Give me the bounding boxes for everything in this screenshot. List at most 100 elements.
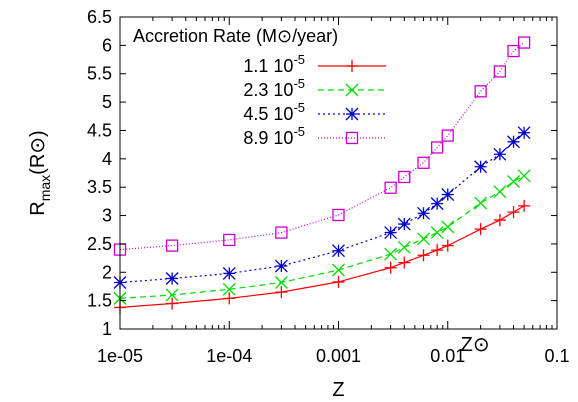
series-4 <box>113 36 531 256</box>
legend-label-exponent: -5 <box>293 100 305 115</box>
y-axis-title-unit: (R⊙) <box>27 130 49 175</box>
data-point <box>430 226 444 240</box>
data-point <box>417 232 430 246</box>
legend-label: 4.5 10-5 <box>243 100 305 124</box>
x-tick-label: 0.1 <box>544 346 569 366</box>
legend-item: 8.9 10-5 <box>243 124 386 148</box>
data-point <box>517 169 531 183</box>
x-tick-label: 0.01 <box>430 346 465 366</box>
data-point <box>431 244 444 257</box>
data-point <box>474 85 487 98</box>
legend-label-base: 8.9 10 <box>243 128 293 148</box>
data-point <box>332 275 345 288</box>
data-point <box>431 141 444 154</box>
x-tick-label: 1e-05 <box>97 346 143 366</box>
legend-label: 2.3 10-5 <box>243 76 305 100</box>
series-line <box>119 175 525 299</box>
legend-item: 1.1 10-5 <box>243 52 386 76</box>
x-axis-title: Z <box>332 379 344 401</box>
data-point <box>518 199 531 212</box>
data-point <box>332 263 345 277</box>
data-point <box>275 286 288 299</box>
legend-label-base: 2.3 10 <box>243 80 293 100</box>
data-point <box>507 206 520 219</box>
x-tick-label: 1e-04 <box>206 346 252 366</box>
legend-marker <box>345 107 359 121</box>
series-1 <box>114 199 531 314</box>
legend: Accretion Rate (M⊙/year)1.1 10-52.3 10-5… <box>133 26 386 148</box>
data-point <box>417 156 430 169</box>
y-tick-label: 3.5 <box>87 177 112 197</box>
data-point <box>507 44 520 58</box>
legend-label-base: 4.5 10 <box>243 104 293 124</box>
y-tick-label: 4 <box>102 149 112 169</box>
data-point <box>274 276 288 289</box>
data-point <box>417 206 430 220</box>
series-2 <box>113 169 531 305</box>
series-line <box>119 132 525 284</box>
data-point <box>493 185 507 199</box>
data-point <box>274 259 288 273</box>
data-point <box>507 135 520 149</box>
data-point <box>441 188 455 202</box>
data-point <box>384 247 398 261</box>
legend-label-exponent: -5 <box>293 76 305 91</box>
data-point <box>474 160 488 174</box>
y-tick-label: 2 <box>102 262 112 282</box>
legend-marker <box>346 60 358 72</box>
data-point <box>384 261 397 274</box>
legend-marker <box>345 131 359 145</box>
data-point <box>223 233 236 247</box>
y-axis-title: Rmax(R⊙) <box>27 130 53 215</box>
data-point <box>493 147 507 161</box>
data-point <box>517 126 531 140</box>
x-tick-label: 0.001 <box>316 346 361 366</box>
data-point <box>275 226 288 239</box>
data-point <box>397 240 411 254</box>
data-point <box>441 220 455 234</box>
legend-label: 1.1 10-5 <box>243 52 305 76</box>
legend-label-exponent: -5 <box>293 52 305 67</box>
data-point <box>493 65 507 78</box>
data-point <box>507 175 520 188</box>
legend-item: 2.3 10-5 <box>243 76 386 100</box>
legend-title: Accretion Rate (M⊙/year) <box>133 26 338 46</box>
y-tick-label: 1 <box>102 319 112 339</box>
data-point <box>165 239 179 252</box>
y-tick-label: 1.5 <box>87 291 112 311</box>
y-axis-title-subscript: max <box>37 175 53 201</box>
legend-label-base: 1.1 10 <box>243 56 293 76</box>
legend-label-exponent: -5 <box>293 124 305 139</box>
data-point <box>222 266 236 280</box>
data-point <box>398 170 411 184</box>
y-tick-label: 3 <box>102 206 112 226</box>
data-point <box>398 256 411 269</box>
data-point <box>332 244 345 258</box>
data-point <box>417 249 430 262</box>
data-point <box>441 239 454 252</box>
data-point <box>474 223 487 236</box>
data-point <box>517 36 531 49</box>
data-point <box>384 226 398 240</box>
y-tick-label: 6 <box>102 35 112 55</box>
y-tick-label: 5 <box>102 92 112 112</box>
data-point <box>165 272 179 285</box>
solar-metallicity-annotation: Z⊙ <box>461 334 490 356</box>
series-line <box>119 42 525 251</box>
data-point <box>222 282 236 296</box>
data-point <box>474 196 488 210</box>
y-tick-label: 2.5 <box>87 234 112 254</box>
data-point <box>332 208 345 222</box>
data-point <box>493 214 506 227</box>
legend-marker <box>345 83 359 97</box>
axes-layer: 1 1.5 2 2.5 3 3.5 4 4.5 5 5.5 6 6.5 1e-05 1e-04 0.001 0… <box>27 7 570 401</box>
legend-item: 4.5 10-5 <box>243 100 386 124</box>
y-tick-label: 6.5 <box>87 7 112 27</box>
data-point <box>384 181 397 194</box>
y-axis-title-main: R <box>27 201 49 215</box>
data-point <box>397 217 411 231</box>
data-point <box>223 292 236 305</box>
data-point <box>166 297 179 310</box>
data-point <box>165 288 179 302</box>
